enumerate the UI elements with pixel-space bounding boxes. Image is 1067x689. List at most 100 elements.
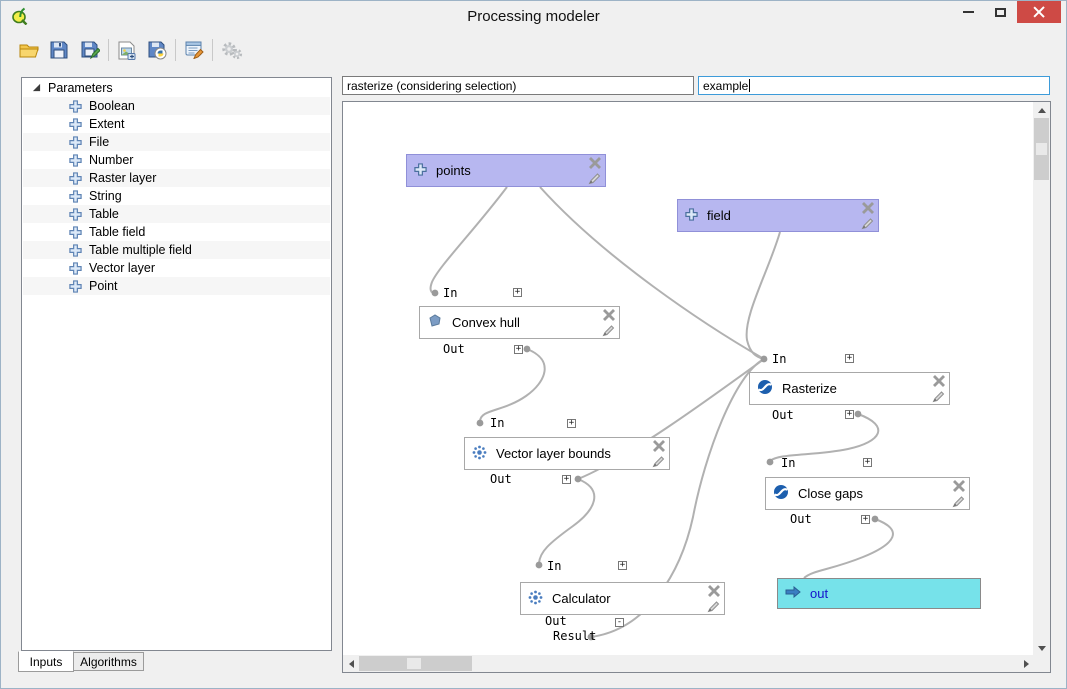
tree-item-table[interactable]: Table (23, 205, 330, 223)
tree-item-file[interactable]: File (23, 133, 330, 151)
gears-icon (222, 41, 243, 59)
out-port-label: Out (443, 342, 465, 356)
tree-item-extent[interactable]: Extent (23, 115, 330, 133)
edit-node-icon[interactable] (588, 172, 601, 185)
add-parameter-icon (69, 171, 82, 185)
add-parameter-icon (69, 189, 82, 203)
expand-outputs-button[interactable]: + (845, 409, 854, 419)
expand-outputs-button[interactable]: + (562, 474, 571, 484)
tab-label: Inputs (29, 654, 63, 669)
delete-node-icon[interactable] (933, 375, 945, 387)
expand-outputs-button[interactable]: + (861, 514, 870, 524)
save-as-python-button[interactable] (143, 35, 171, 65)
node-calculator[interactable]: Calculator (520, 582, 725, 615)
canvas-vertical-scrollbar[interactable] (1033, 102, 1050, 657)
node-points[interactable]: points (406, 154, 606, 187)
edit-node-icon[interactable] (952, 495, 965, 508)
expand-inputs-button[interactable]: + (513, 287, 522, 297)
edit-node-icon[interactable] (652, 455, 665, 468)
tree-item-label: String (89, 189, 122, 203)
export-as-image-button[interactable] (113, 35, 141, 65)
parameters-tree: Parameters Boolean Extent File Number Ra… (23, 79, 330, 649)
edit-node-icon[interactable] (602, 324, 615, 337)
tree-item-number[interactable]: Number (23, 151, 330, 169)
port-dot (766, 458, 774, 466)
tab-inputs[interactable]: Inputs (18, 651, 74, 672)
horizontal-scroll-thumb[interactable] (359, 656, 472, 671)
tree-item-label: Table (89, 207, 119, 221)
tree-item-point[interactable]: Point (23, 277, 330, 295)
open-folder-icon (19, 44, 39, 57)
tree-item-raster-layer[interactable]: Raster layer (23, 169, 330, 187)
canvas-horizontal-scrollbar[interactable] (343, 655, 1035, 672)
expand-inputs-button[interactable]: + (863, 457, 872, 467)
open-model-button[interactable] (15, 35, 43, 65)
model-name-input[interactable]: rasterize (considering selection) (342, 76, 694, 95)
toolbar-separator (175, 39, 176, 61)
scroll-left-button[interactable] (343, 655, 360, 672)
scroll-right-button[interactable] (1018, 655, 1035, 672)
tree-item-label: Vector layer (89, 261, 156, 275)
scroll-down-button[interactable] (1033, 640, 1050, 657)
maximize-icon (994, 7, 1006, 17)
tree-item-boolean[interactable]: Boolean (23, 97, 330, 115)
scrollbar-corner (1033, 655, 1050, 672)
node-label: points (436, 163, 471, 178)
delete-node-icon[interactable] (862, 202, 874, 214)
scroll-up-button[interactable] (1033, 102, 1050, 119)
edit-node-icon[interactable] (932, 390, 945, 403)
tree-item-label: Raster layer (89, 171, 157, 185)
tree-root-parameters[interactable]: Parameters (23, 79, 330, 97)
window-title: Processing modeler (467, 8, 600, 25)
qgis-logo-icon (11, 7, 29, 30)
node-close-gaps[interactable]: Close gaps (765, 477, 970, 510)
vertical-scroll-thumb[interactable] (1034, 118, 1049, 180)
add-parameter-icon (69, 153, 82, 167)
collapse-triangle-icon[interactable] (32, 81, 41, 95)
save-model-as-button[interactable] (76, 35, 104, 65)
edit-model-help-button[interactable] (180, 35, 208, 65)
tree-root-label: Parameters (48, 81, 113, 95)
run-model-button[interactable] (218, 35, 246, 65)
delete-node-icon[interactable] (953, 480, 965, 492)
minimize-button[interactable] (953, 1, 983, 23)
tree-item-label: Table field (89, 225, 146, 239)
save-model-button[interactable] (45, 35, 73, 65)
tree-item-table-field[interactable]: Table field (23, 223, 330, 241)
toolbar-separator (108, 39, 109, 61)
delete-node-icon[interactable] (653, 440, 665, 452)
save-as-icon (81, 41, 100, 59)
out-port-label: Out (772, 408, 794, 422)
tree-item-label: Extent (89, 117, 125, 131)
tree-item-string[interactable]: String (23, 187, 330, 205)
in-port-label: In (772, 352, 787, 366)
tree-item-vector-layer[interactable]: Vector layer (23, 259, 330, 277)
node-rasterize[interactable]: Rasterize (749, 372, 950, 405)
node-field[interactable]: field (677, 199, 879, 232)
node-vector-layer-bounds[interactable]: Vector layer bounds (464, 437, 670, 470)
expand-inputs-button[interactable]: + (618, 560, 627, 570)
tree-item-table-multiple-field[interactable]: Table multiple field (23, 241, 330, 259)
plus-icon (414, 162, 427, 179)
node-convex-hull[interactable]: Convex hull (419, 306, 620, 339)
inputs-panel: Parameters Boolean Extent File Number Ra… (21, 77, 332, 651)
model-group-input[interactable]: example (698, 76, 1050, 95)
edit-help-icon (185, 41, 204, 59)
connection-field-rasterize (745, 231, 781, 360)
delete-node-icon[interactable] (603, 309, 615, 321)
expand-inputs-button[interactable]: + (567, 418, 576, 428)
collapse-outputs-button[interactable]: - (615, 617, 624, 627)
expand-inputs-button[interactable]: + (845, 353, 854, 363)
node-out[interactable]: out (777, 578, 981, 609)
edit-node-icon[interactable] (707, 600, 720, 613)
delete-node-icon[interactable] (708, 585, 720, 597)
close-button[interactable] (1017, 1, 1061, 23)
edit-node-icon[interactable] (861, 217, 874, 230)
delete-node-icon[interactable] (589, 157, 601, 169)
add-parameter-icon (69, 261, 82, 275)
tab-algorithms[interactable]: Algorithms (73, 652, 144, 671)
expand-outputs-button[interactable]: + (514, 344, 523, 354)
model-canvas[interactable]: points field In + Convex hull Out + In +… (342, 101, 1051, 673)
save-icon (50, 41, 68, 59)
maximize-button[interactable] (985, 1, 1015, 23)
